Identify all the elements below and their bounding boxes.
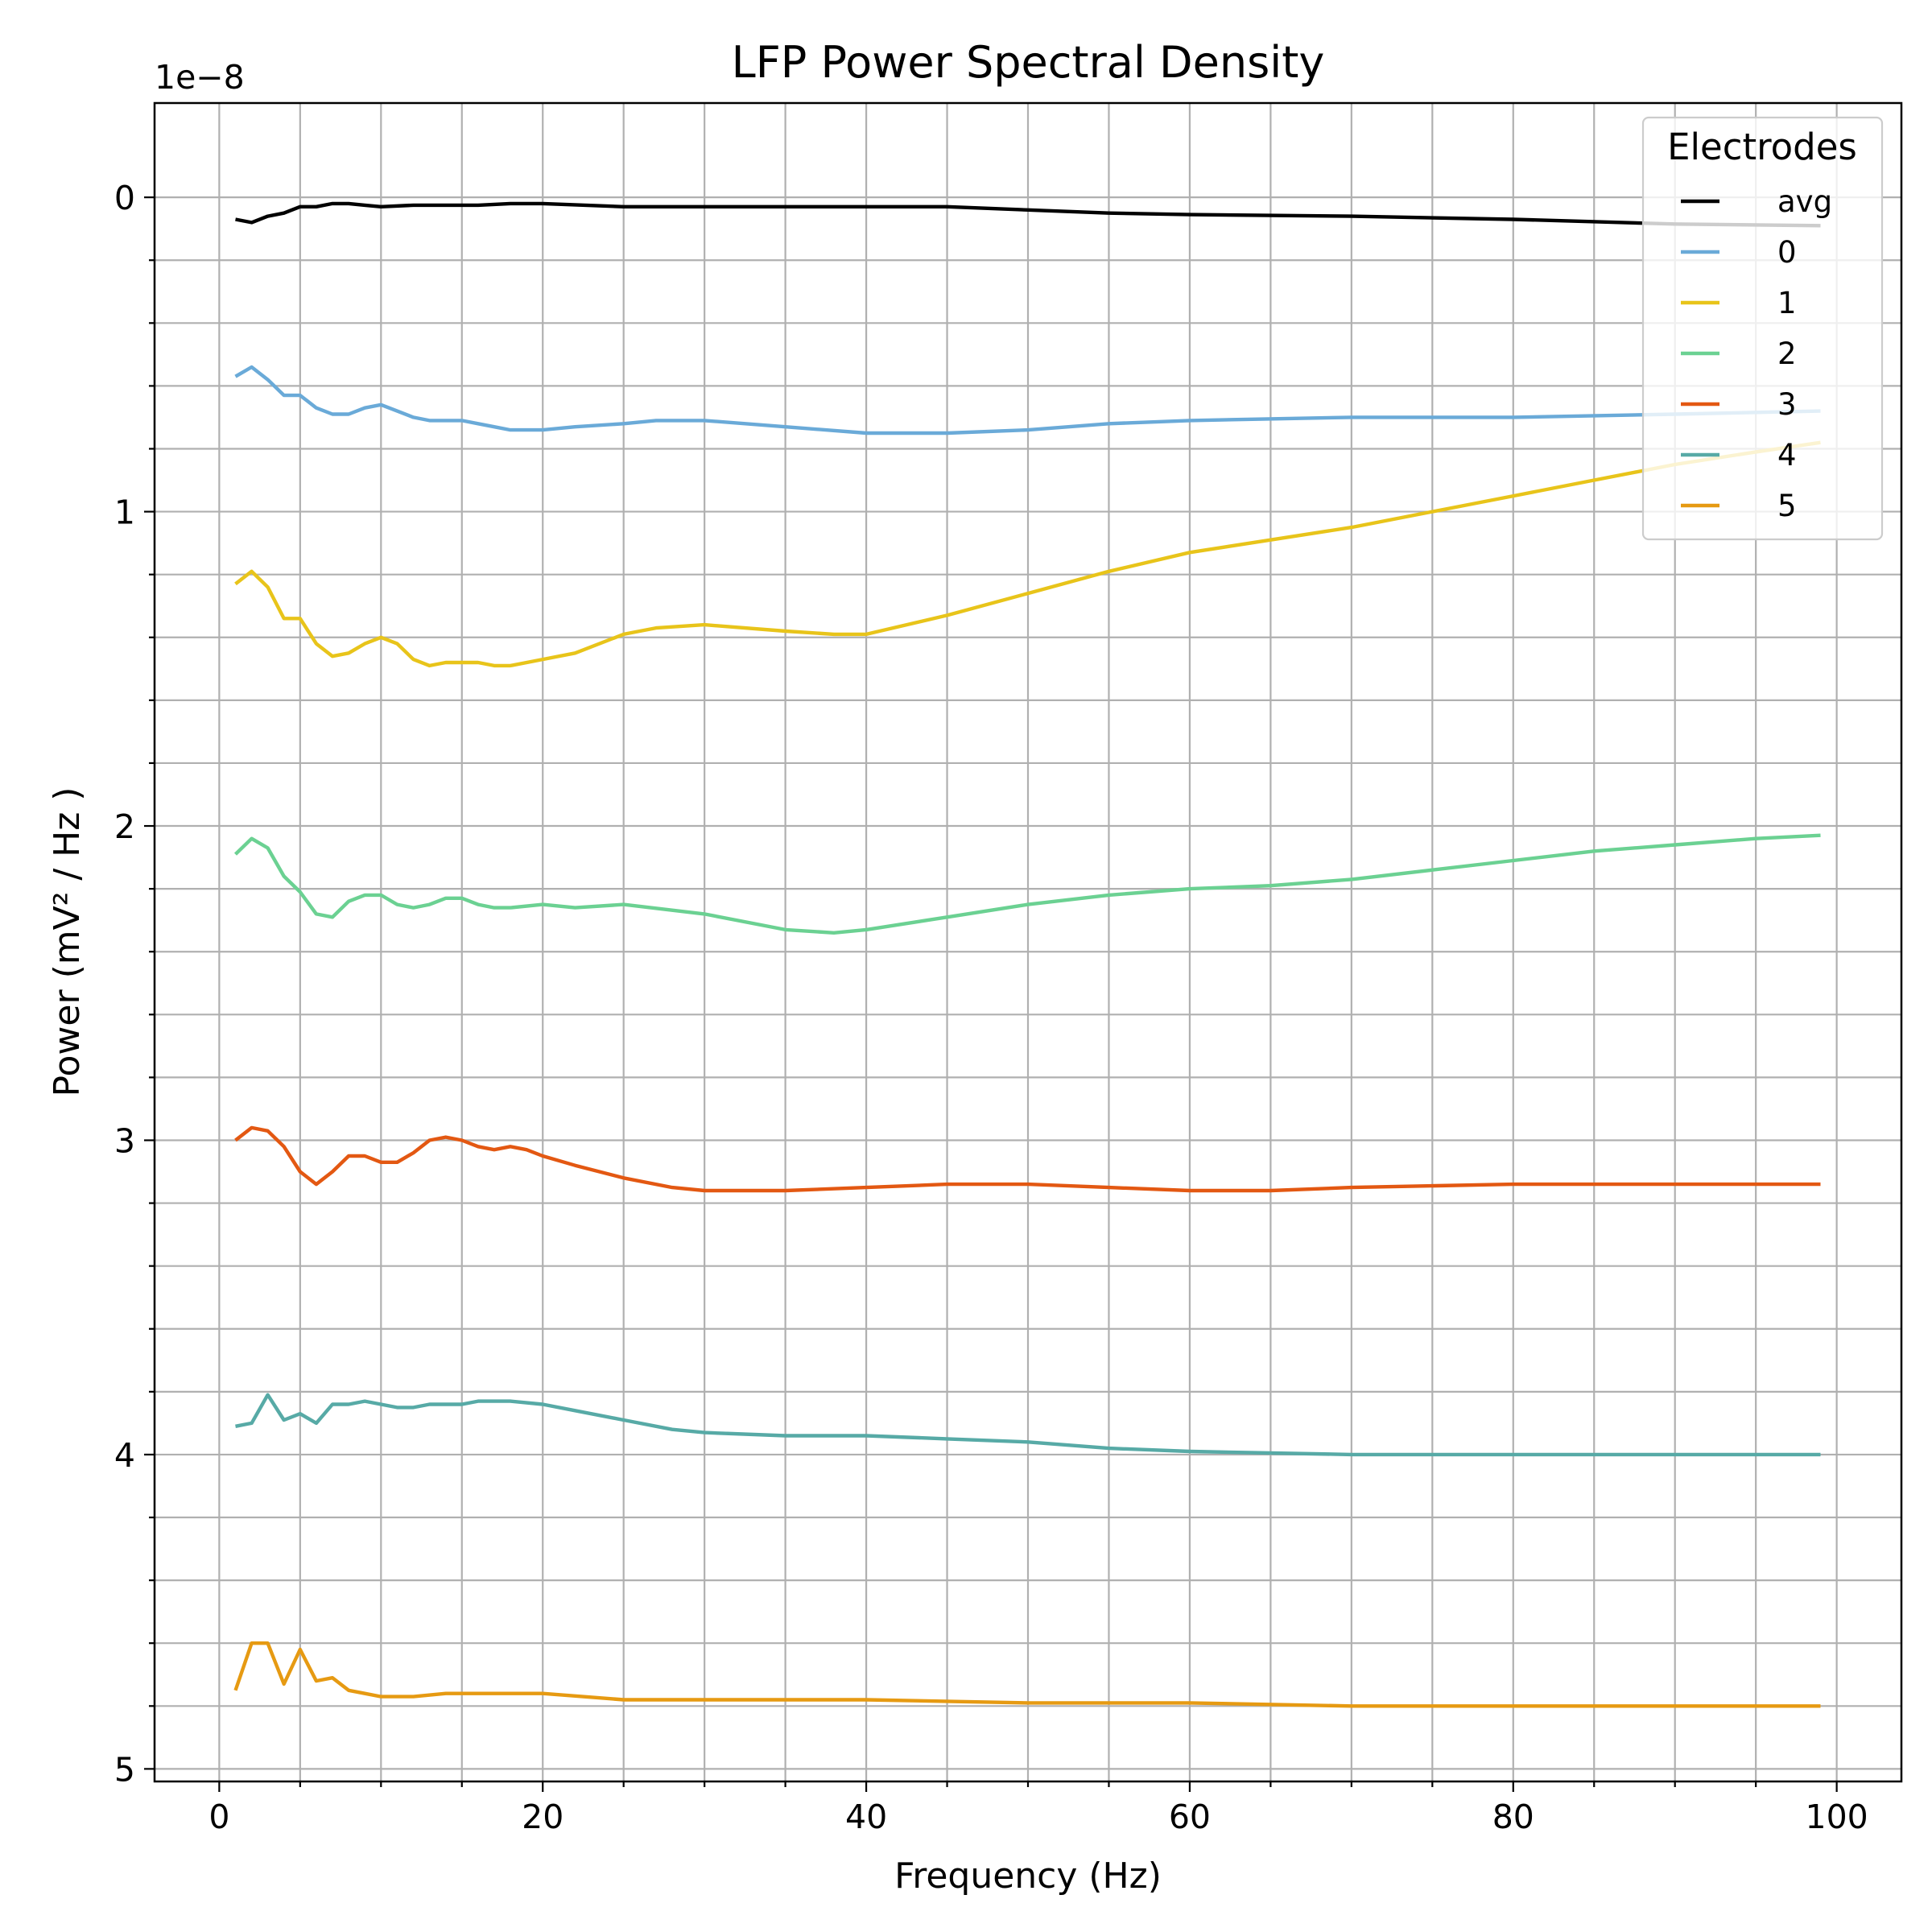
y-tick-label: 0 [114, 179, 135, 217]
x-tick-label: 100 [1805, 1798, 1868, 1836]
x-tick-label: 60 [1169, 1798, 1211, 1836]
y-tick-label: 5 [114, 1750, 135, 1789]
legend-entries: avg 0 1 2 3 4 5 [1681, 184, 1832, 523]
chart-title: LFP Power Spectral Density [732, 37, 1325, 88]
x-tick-label: 20 [522, 1798, 564, 1836]
x-tick-label: 0 [208, 1798, 229, 1836]
legend-label-avg: avg [1777, 184, 1832, 219]
legend-label-2: 2 [1777, 336, 1797, 371]
series-line-5 [233, 1641, 1821, 1708]
series-line-0 [234, 365, 1821, 436]
legend-label-4: 4 [1777, 438, 1797, 473]
x-axis-label: Frequency (Hz) [894, 1856, 1162, 1897]
y-offset-label: 1e−8 [155, 58, 245, 97]
grid [155, 103, 1901, 1781]
y-tick-label: 2 [114, 807, 135, 846]
series-line-avg [235, 201, 1821, 228]
y-tick-label: 1 [114, 493, 135, 532]
y-tick-label: 3 [114, 1121, 135, 1160]
legend-box [1641, 116, 1884, 541]
legend-label-5: 5 [1777, 489, 1797, 523]
y-axis-label: Power (mV² / Hz ) [47, 787, 88, 1097]
series-line-3 [234, 1125, 1821, 1193]
x-tick-label: 80 [1492, 1798, 1534, 1836]
series-line-2 [233, 833, 1821, 935]
legend-label-3: 3 [1777, 387, 1797, 422]
legend-title: Electrodes [1667, 126, 1857, 168]
legend-label-1: 1 [1777, 286, 1797, 320]
y-tick-label: 4 [114, 1436, 135, 1475]
legend: Electrodes avg 0 1 2 3 4 5 [1641, 116, 1884, 541]
series-line-4 [235, 1393, 1821, 1457]
x-tick-label: 40 [845, 1798, 887, 1836]
series-lines [233, 201, 1821, 1708]
legend-label-0: 0 [1777, 235, 1797, 270]
series-line-1 [234, 440, 1821, 668]
